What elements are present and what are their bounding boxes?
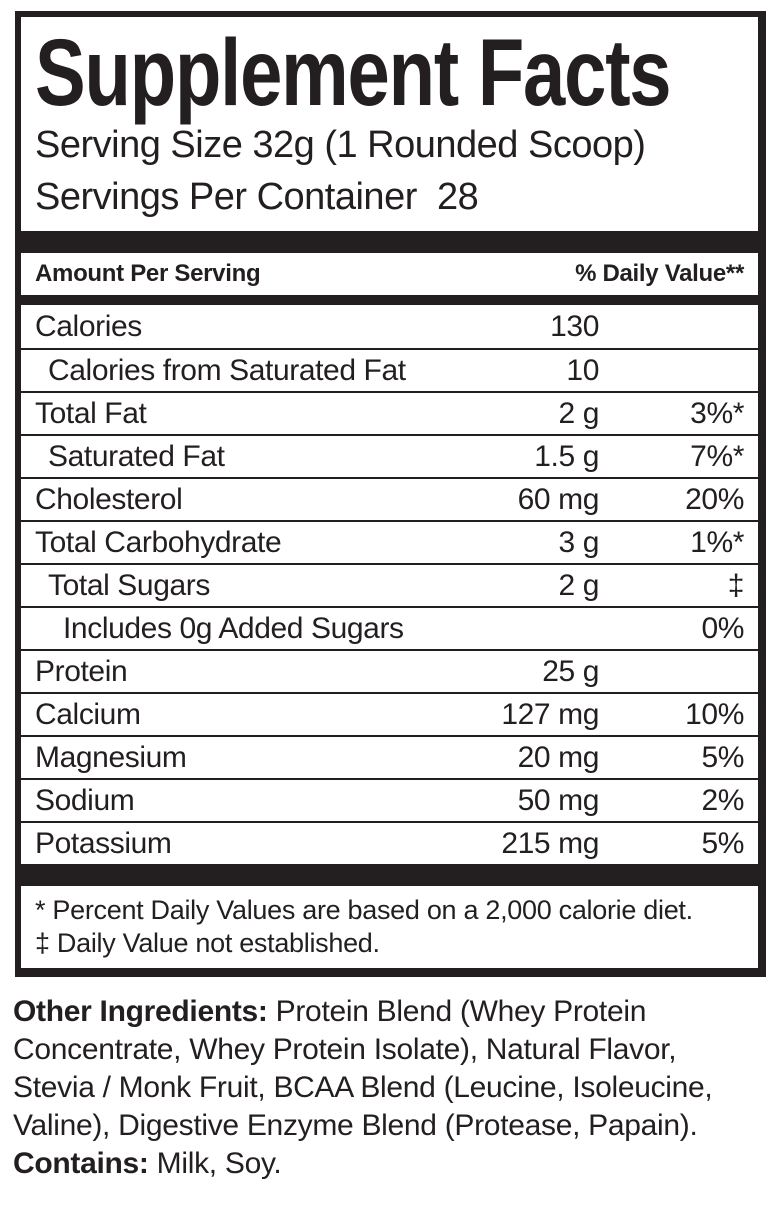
nutrient-daily-value: 7%* xyxy=(690,439,744,473)
nutrient-row: Calories from Saturated Fat 10 xyxy=(21,348,758,391)
panel-title: Supplement Facts xyxy=(35,20,672,126)
nutrient-amount: 50 mg xyxy=(517,783,600,817)
nutrient-name: Saturated Fat xyxy=(48,439,225,473)
nutrient-amount: 20 mg xyxy=(517,740,600,774)
nutrient-amount: 1.5 g xyxy=(534,439,599,473)
nutrient-amount: 215 mg xyxy=(501,826,599,860)
nutrient-row: Calories 130 xyxy=(21,305,758,348)
nutrient-amount: 127 mg xyxy=(501,697,599,731)
nutrient-amount: 2 g xyxy=(558,568,599,602)
nutrient-name: Protein xyxy=(35,654,128,688)
nutrient-row: Potassium 215 mg 5% xyxy=(21,821,758,864)
nutrient-row: Total Carbohydrate 3 g 1%* xyxy=(21,520,758,563)
nutrient-amount: 2 g xyxy=(558,396,599,430)
nutrient-daily-value: ‡ xyxy=(727,568,745,602)
nutrient-row: Calcium 127 mg 10% xyxy=(21,692,758,735)
nutrient-name: Calcium xyxy=(35,697,141,731)
panel-title-line: Supplement Facts xyxy=(35,20,744,126)
contains-text: Milk, Soy. xyxy=(148,1147,282,1180)
nutrient-name: Calories from Saturated Fat xyxy=(48,353,406,387)
nutrient-row: Sodium 50 mg 2% xyxy=(21,778,758,821)
nutrient-daily-value: 2% xyxy=(701,783,744,817)
nutrient-name: Includes 0g Added Sugars xyxy=(63,611,404,645)
supplement-facts-panel: Supplement Facts Serving Size 32g (1 Rou… xyxy=(15,11,766,977)
nutrient-amount: 25 g xyxy=(542,654,599,688)
servings-per-container-text: Servings Per Container 28 xyxy=(35,176,479,218)
nutrient-name: Sodium xyxy=(35,783,135,817)
nutrient-row: Includes 0g Added Sugars 0% xyxy=(21,606,758,649)
column-header-row: Amount Per Serving % Daily Value** xyxy=(21,253,758,295)
nutrient-daily-value: 10% xyxy=(685,697,744,731)
nutrient-row: Total Fat 2 g 3%* xyxy=(21,391,758,434)
other-ingredients-label: Other Ingredients: xyxy=(13,995,268,1028)
nutrient-row: Total Sugars 2 g ‡ xyxy=(21,563,758,606)
nutrient-name: Potassium xyxy=(35,826,172,860)
other-ingredients-statement: Other Ingredients: Protein Blend (Whey P… xyxy=(13,993,764,1145)
divider-medium xyxy=(21,295,758,305)
nutrient-row: Cholesterol 60 mg 20% xyxy=(21,477,758,520)
nutrient-rows: Calories 130 Calories from Saturated Fat… xyxy=(21,305,758,864)
nutrient-name: Cholesterol xyxy=(35,482,183,516)
footnote-daily-values: * Percent Daily Values are based on a 2,… xyxy=(35,895,693,925)
nutrient-daily-value: 5% xyxy=(701,740,744,774)
nutrient-row: Magnesium 20 mg 5% xyxy=(21,735,758,778)
nutrient-name: Total Fat xyxy=(35,396,147,430)
nutrient-row: Saturated Fat 1.5 g 7%* xyxy=(21,434,758,477)
nutrient-daily-value: 1%* xyxy=(690,525,744,559)
nutrient-name: Total Carbohydrate xyxy=(35,525,282,559)
nutrient-daily-value: 5% xyxy=(701,826,744,860)
nutrient-daily-value: 20% xyxy=(685,482,744,516)
nutrient-amount: 130 xyxy=(550,309,599,343)
nutrient-amount: 3 g xyxy=(558,525,599,559)
nutrient-amount: 60 mg xyxy=(517,482,600,516)
panel-header: Supplement Facts Serving Size 32g (1 Rou… xyxy=(21,17,758,231)
nutrient-daily-value: 0% xyxy=(701,611,744,645)
contains-statement: Contains: Milk, Soy. xyxy=(13,1145,764,1183)
contains-label: Contains: xyxy=(13,1147,149,1180)
other-ingredients-text: Protein Blend (Whey Protein Concentrate,… xyxy=(13,995,713,1142)
nutrient-name: Calories xyxy=(35,309,142,343)
footnote-dv-not-established: ‡ Daily Value not established. xyxy=(35,928,380,958)
nutrient-name: Total Sugars xyxy=(48,568,210,602)
divider-thick-top xyxy=(21,231,758,253)
nutrient-daily-value: 3%* xyxy=(690,396,744,430)
nutrient-row: Protein 25 g xyxy=(21,649,758,692)
nutrient-name: Magnesium xyxy=(35,740,187,774)
divider-thick-bottom xyxy=(21,864,758,886)
amount-per-serving-header: Amount Per Serving xyxy=(35,260,261,287)
nutrient-amount: 10 xyxy=(566,353,599,387)
daily-value-header: % Daily Value** xyxy=(575,260,744,287)
footnotes: * Percent Daily Values are based on a 2,… xyxy=(21,886,758,968)
serving-size-text: Serving Size 32g (1 Rounded Scoop) xyxy=(35,124,646,166)
